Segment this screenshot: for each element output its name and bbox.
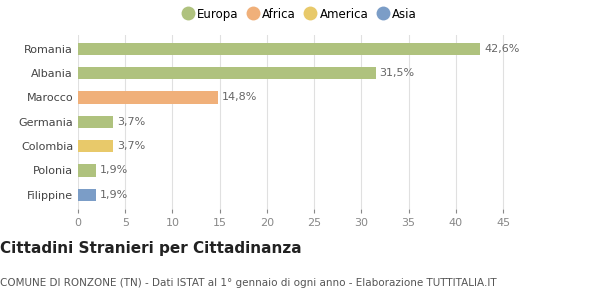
Text: 3,7%: 3,7% xyxy=(117,141,145,151)
Text: 31,5%: 31,5% xyxy=(379,68,415,78)
Text: 3,7%: 3,7% xyxy=(117,117,145,127)
Text: 14,8%: 14,8% xyxy=(221,93,257,102)
Text: Cittadini Stranieri per Cittadinanza: Cittadini Stranieri per Cittadinanza xyxy=(0,241,302,256)
Bar xyxy=(78,189,96,201)
Text: COMUNE DI RONZONE (TN) - Dati ISTAT al 1° gennaio di ogni anno - Elaborazione TU: COMUNE DI RONZONE (TN) - Dati ISTAT al 1… xyxy=(0,278,497,288)
Bar xyxy=(78,140,113,152)
Text: 42,6%: 42,6% xyxy=(484,44,520,54)
Bar xyxy=(78,67,376,79)
Bar xyxy=(78,116,113,128)
Bar xyxy=(78,91,218,104)
Bar xyxy=(78,164,96,177)
Text: 1,9%: 1,9% xyxy=(100,190,128,200)
Text: 1,9%: 1,9% xyxy=(100,166,128,175)
Bar xyxy=(78,43,481,55)
Legend: Europa, Africa, America, Asia: Europa, Africa, America, Asia xyxy=(178,3,422,26)
